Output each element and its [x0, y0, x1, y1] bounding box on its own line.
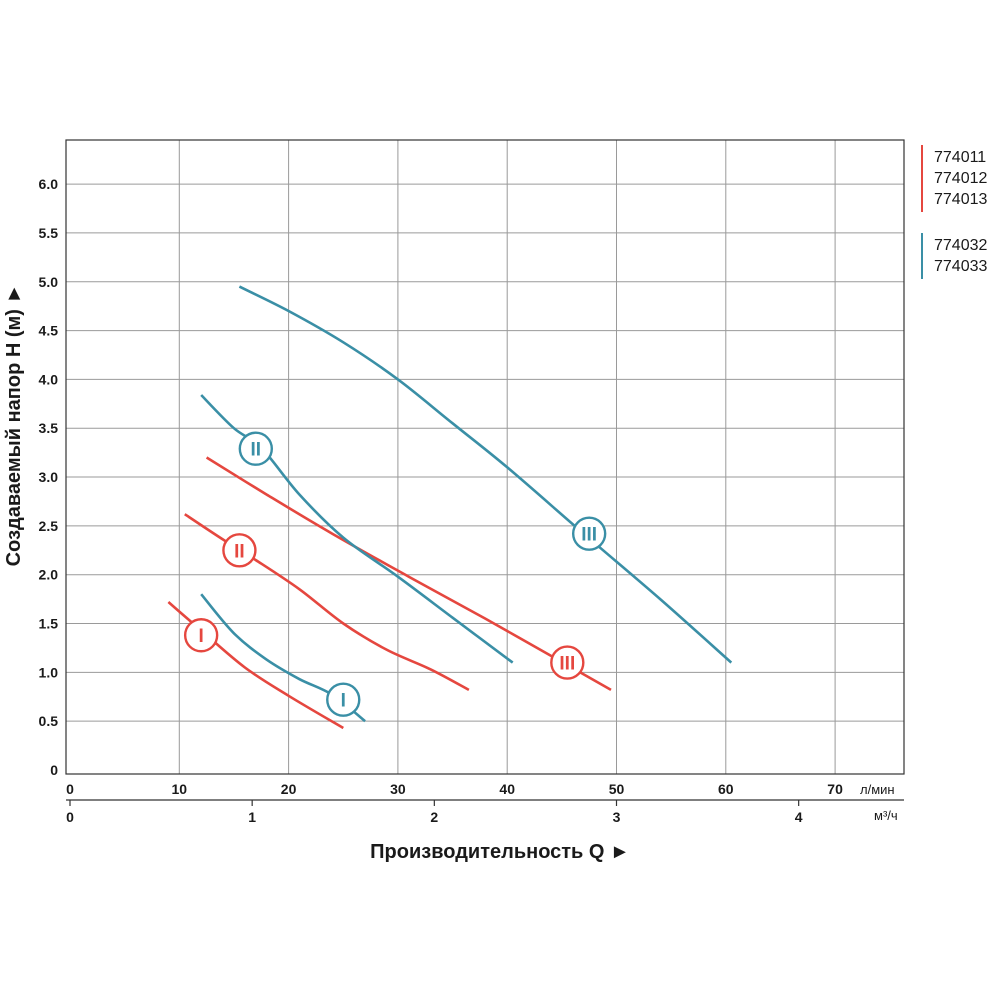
- speed-label-red: I: [199, 626, 204, 647]
- speed-marker-red: [222, 533, 257, 568]
- x-tick-label-lpm: 60: [718, 781, 734, 797]
- y-tick-label: 2.5: [39, 518, 59, 534]
- curve-red-speed-1: [167, 601, 344, 730]
- curve-red-speed-3: [205, 456, 612, 692]
- x-tick-label-m3h: 2: [430, 809, 438, 825]
- curve-teal-speed-3: [238, 285, 733, 664]
- y-tick-label: 0.5: [39, 713, 59, 729]
- y-tick-label: 5.0: [39, 274, 59, 290]
- y-axis-title: Создаваемый напор H (м) ►: [3, 284, 25, 567]
- curve-teal-speed-2: [200, 394, 514, 664]
- legend-item: 774033: [934, 258, 987, 275]
- speed-label-teal: III: [581, 525, 597, 546]
- y-tick-label: 1.0: [39, 664, 59, 680]
- y-tick-label: 4.5: [39, 323, 59, 339]
- speed-marker-red: [550, 645, 585, 680]
- y-tick-label: 6.0: [39, 176, 59, 192]
- y-axis: 0 0.5 1.0 1.5 2.0 2.5 3.0 3.5 4.0 4.5 5.0 5.5 6.0: [39, 176, 59, 778]
- x-tick-label-lpm: 50: [609, 781, 625, 797]
- x-axis-title: Производительность Q ►: [370, 841, 630, 863]
- legend-item: 774012: [934, 170, 987, 187]
- y-tick-label: 5.5: [39, 225, 59, 241]
- speed-label-red: II: [234, 541, 245, 562]
- x-tick-label-lpm: 0: [66, 781, 74, 797]
- legend-item: 774011: [934, 149, 986, 166]
- grid: [66, 140, 904, 774]
- speed-marker-teal: [238, 431, 274, 466]
- speed-marker-teal: [326, 682, 361, 717]
- legend-item: 774013: [934, 191, 987, 208]
- x-axis-secondary: 0 1 2 3 4: [66, 800, 803, 825]
- x-tick-label-lpm: 40: [499, 781, 515, 797]
- x-tick-label-m3h: 3: [613, 809, 621, 825]
- y-tick-label: 3.5: [39, 420, 59, 436]
- speed-marker-red: [183, 618, 219, 653]
- x-tick-label-lpm: 10: [172, 781, 188, 797]
- y-tick-label: 0: [50, 762, 58, 778]
- x-tick-label-lpm: 70: [827, 781, 843, 797]
- legend-item: 774032: [934, 237, 987, 254]
- x-tick-label-m3h: 1: [248, 809, 256, 825]
- x-unit-secondary: м³/ч: [874, 808, 898, 823]
- y-tick-label: 4.0: [39, 371, 59, 387]
- x-tick-label-m3h: 4: [795, 809, 803, 825]
- speed-label-teal: II: [251, 440, 262, 461]
- y-tick-label: 1.5: [39, 616, 59, 632]
- x-axis-primary: 0 10 20 30 40 50 60 70: [66, 781, 843, 797]
- y-tick-label: 3.0: [39, 469, 59, 485]
- y-tick-label: 2.0: [39, 567, 59, 583]
- x-unit-primary: л/мин: [860, 782, 895, 797]
- speed-label-red: III: [559, 654, 575, 675]
- speed-label-teal: I: [341, 691, 346, 712]
- legend: 774011 774012 774013 774032 774033: [921, 145, 987, 279]
- x-tick-label-lpm: 30: [390, 781, 406, 797]
- x-tick-label-m3h: 0: [66, 809, 74, 825]
- plot-frame: [65, 139, 905, 775]
- speed-marker-teal: [571, 516, 607, 551]
- x-tick-label-lpm: 20: [281, 781, 297, 797]
